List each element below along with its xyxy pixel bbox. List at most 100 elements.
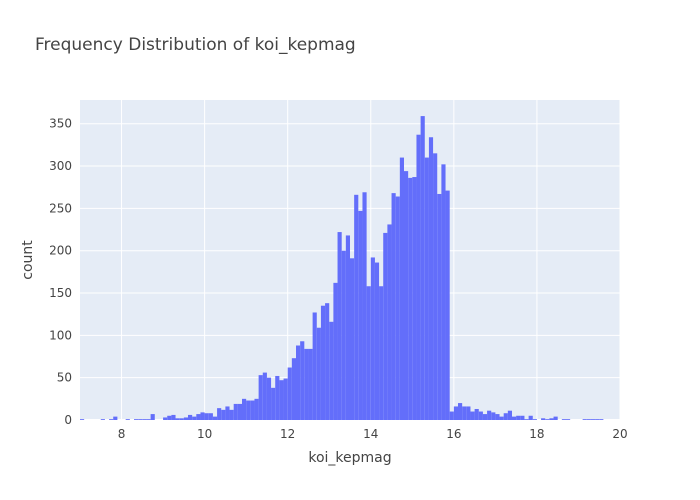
y-tick-label: 50 bbox=[57, 371, 72, 385]
x-axis-label: koi_kepmag bbox=[308, 450, 391, 466]
histogram-bar bbox=[341, 250, 346, 420]
histogram-bar bbox=[482, 414, 488, 420]
histogram-bar bbox=[250, 400, 255, 420]
y-axis-label: count bbox=[20, 240, 36, 280]
histogram-bar bbox=[109, 419, 114, 420]
histogram-bar bbox=[325, 303, 330, 420]
histogram-bar bbox=[528, 415, 533, 420]
histogram-bar bbox=[304, 348, 309, 420]
histogram-bar bbox=[192, 416, 197, 420]
histogram-bar bbox=[291, 358, 296, 420]
histogram-bar bbox=[345, 235, 350, 420]
histogram-bar bbox=[329, 321, 334, 420]
histogram-bar bbox=[358, 210, 363, 420]
histogram-bar bbox=[445, 190, 450, 420]
x-tick-label: 8 bbox=[118, 427, 126, 441]
histogram-bar bbox=[366, 286, 371, 420]
histogram-bar bbox=[507, 410, 512, 420]
histogram-bar bbox=[408, 177, 413, 420]
y-tick-label: 100 bbox=[49, 328, 72, 342]
y-axis-ticks: 0 50 100 150 200 250 300 350 bbox=[49, 117, 72, 427]
histogram-bar bbox=[296, 345, 301, 420]
y-tick-label: 150 bbox=[49, 286, 72, 300]
histogram-bar bbox=[433, 153, 438, 421]
histogram-bar bbox=[549, 418, 554, 420]
histogram-bar bbox=[441, 164, 446, 420]
histogram-bar bbox=[113, 416, 118, 420]
histogram-bar bbox=[138, 419, 143, 420]
histogram-bar bbox=[225, 406, 230, 420]
histogram-bar bbox=[399, 157, 404, 420]
histogram-bar bbox=[312, 312, 317, 420]
x-axis-ticks: 8 10 12 14 16 18 20 bbox=[118, 427, 628, 441]
histogram-bar bbox=[458, 403, 463, 420]
x-tick-label: 14 bbox=[363, 427, 378, 441]
histogram-bar bbox=[586, 419, 591, 420]
histogram-bar bbox=[512, 416, 517, 420]
histogram-bar bbox=[424, 157, 429, 420]
histogram-bar bbox=[233, 403, 238, 420]
histogram-bar bbox=[275, 375, 280, 420]
histogram-bar bbox=[503, 413, 508, 420]
x-tick-label: 18 bbox=[529, 427, 544, 441]
histogram-bar bbox=[287, 367, 292, 420]
histogram-bar bbox=[383, 232, 388, 420]
histogram-bar bbox=[541, 418, 546, 420]
histogram-bar bbox=[499, 416, 504, 420]
histogram-bar bbox=[183, 417, 188, 420]
y-tick-label: 0 bbox=[64, 413, 72, 427]
histogram-bar bbox=[229, 409, 234, 420]
x-tick-label: 16 bbox=[446, 427, 461, 441]
histogram-bar bbox=[134, 419, 139, 420]
histogram-bar bbox=[100, 419, 105, 420]
histogram-bar bbox=[470, 411, 475, 420]
histogram-bar bbox=[524, 419, 529, 420]
histogram-bar bbox=[350, 258, 355, 420]
histogram-bar bbox=[487, 410, 492, 420]
histogram-bar bbox=[171, 414, 176, 420]
histogram-bar bbox=[266, 377, 272, 420]
histogram-bar bbox=[553, 416, 558, 420]
histogram-bar bbox=[412, 177, 417, 420]
histogram-bar bbox=[428, 137, 434, 421]
histogram-bar bbox=[387, 224, 392, 420]
histogram-bar bbox=[300, 341, 305, 420]
histogram-bar bbox=[474, 408, 479, 420]
histogram-bar bbox=[404, 171, 409, 420]
histogram-bar bbox=[379, 286, 384, 420]
histogram-bar bbox=[362, 192, 367, 420]
histogram-bar bbox=[254, 398, 259, 420]
x-tick-label: 10 bbox=[197, 427, 212, 441]
histogram-bar bbox=[491, 412, 496, 420]
x-tick-label: 20 bbox=[612, 427, 627, 441]
histogram-bar bbox=[545, 419, 550, 420]
histogram-bar bbox=[320, 305, 326, 420]
histogram-bar bbox=[262, 372, 267, 420]
histogram-bar bbox=[208, 413, 213, 420]
histogram-bar bbox=[217, 408, 222, 420]
histogram-bar bbox=[237, 403, 242, 420]
histogram-bar bbox=[125, 419, 130, 420]
histogram-bar bbox=[150, 414, 155, 420]
histogram-bar bbox=[163, 417, 168, 420]
y-tick-label: 250 bbox=[49, 201, 72, 215]
histogram-bar bbox=[212, 416, 218, 420]
histogram-bar bbox=[279, 380, 284, 420]
x-tick-label: 12 bbox=[280, 427, 295, 441]
histogram-bar bbox=[416, 134, 421, 421]
histogram-bar bbox=[532, 419, 537, 420]
histogram-bar bbox=[561, 419, 566, 420]
histogram-bar bbox=[242, 398, 247, 420]
histogram-bar bbox=[188, 414, 193, 420]
histogram-bar bbox=[179, 418, 184, 420]
histogram-bar bbox=[466, 406, 471, 420]
histogram-bar bbox=[142, 419, 147, 420]
histogram-bar bbox=[337, 232, 342, 420]
histogram-bar bbox=[516, 415, 521, 420]
histogram-bar bbox=[221, 409, 226, 420]
histogram-bar bbox=[395, 196, 400, 420]
histogram-bar bbox=[566, 419, 571, 420]
histogram-bar bbox=[258, 375, 263, 420]
